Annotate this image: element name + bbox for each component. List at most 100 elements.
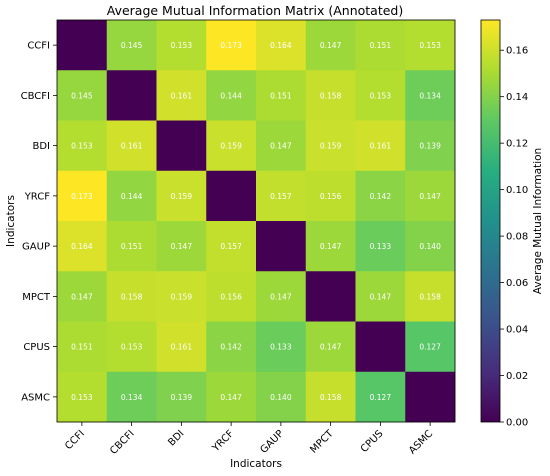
y-tick-label: CPUS [23, 342, 50, 353]
cell-value-label: 0.164 [71, 242, 93, 251]
colorbar-ticks: 0.00 0.02 0.04 0.06 0.08 0.10 0.12 0.14 0.16 [500, 46, 528, 429]
heatmap-cell [256, 70, 307, 121]
heatmap-cell [106, 170, 157, 222]
cell-value-label: 0.139 [171, 393, 193, 402]
heatmap-cell [355, 170, 406, 222]
cell-value-label: 0.147 [320, 242, 342, 251]
cell-value-label: 0.134 [419, 91, 441, 100]
cell-value-label: 0.133 [270, 343, 292, 352]
cell-value-label: 0.158 [320, 91, 342, 100]
cell-value-label: 0.161 [171, 343, 193, 352]
cell-value-label: 0.151 [370, 41, 392, 50]
heatmap-cell [405, 170, 456, 222]
y-tick-label: BDI [32, 141, 50, 152]
colorbar-tick-label: 0.14 [506, 92, 528, 103]
cell-value-label: 0.140 [419, 242, 441, 251]
cell-value-label: 0.147 [419, 192, 441, 201]
y-axis-ticks: CCFI CBCFI BDI YRCF GAUP MPCT CPUS ASMC [21, 41, 57, 403]
heatmap-cell [305, 170, 356, 222]
x-tick-label: MPCT [308, 428, 336, 456]
heatmap-cell [355, 321, 406, 373]
heatmap-cell [305, 321, 356, 373]
cell-value-label: 0.157 [270, 192, 292, 201]
heatmap-cell-labels: 0.145 0.153 0.173 0.164 0.147 0.151 0.153 0.145… [71, 41, 441, 402]
cell-value-label: 0.156 [320, 192, 342, 201]
cell-value-label: 0.139 [419, 142, 441, 151]
heatmap-cell [156, 20, 207, 71]
heatmap-cell [355, 271, 406, 322]
cell-value-label: 0.153 [370, 91, 392, 100]
x-tick-label: YRCF [210, 428, 237, 455]
cell-value-label: 0.151 [121, 242, 143, 251]
colorbar-tick-label: 0.04 [506, 325, 528, 336]
heatmap-cell [405, 70, 456, 121]
cell-value-label: 0.161 [121, 142, 143, 151]
heatmap-cell [156, 170, 207, 222]
heatmap-cell [156, 221, 207, 272]
heatmap-cell [405, 120, 456, 172]
heatmap-cell [405, 271, 456, 322]
y-tick-label: CBCFI [21, 91, 50, 102]
cell-value-label: 0.157 [220, 242, 242, 251]
colorbar-tick-label: 0.00 [506, 418, 528, 429]
cell-value-label: 0.153 [171, 41, 193, 50]
colorbar-tick-label: 0.10 [506, 185, 528, 196]
heatmap-cell [256, 221, 307, 272]
cell-value-label: 0.144 [220, 91, 242, 100]
x-tick-label: ASMC [407, 428, 435, 456]
heatmap-cell [156, 371, 207, 423]
heatmap-cell [57, 170, 108, 222]
colorbar-label: Average Mutual Information [532, 148, 544, 294]
y-tick-label: CCFI [27, 41, 50, 52]
heatmap-cell [206, 120, 257, 172]
heatmap-cell [206, 70, 257, 121]
x-tick-label: CBCFI [108, 428, 137, 457]
cell-value-label: 0.164 [270, 41, 292, 50]
heatmap-cell [106, 221, 157, 272]
x-tick-label: CPUS [359, 428, 386, 455]
cell-value-label: 0.158 [419, 292, 441, 301]
heatmap-cell [405, 371, 456, 423]
heatmap-cell [206, 221, 257, 272]
x-tick-label: CCFI [63, 428, 87, 452]
heatmap-cell [206, 20, 257, 71]
y-tick-label: MPCT [22, 292, 51, 303]
heatmap-cell [305, 70, 356, 121]
x-axis-ticks: CCFI CBCFI BDI YRCF GAUP MPCT CPUS ASMC [63, 422, 435, 457]
cell-value-label: 0.151 [71, 343, 93, 352]
heatmap-cell [57, 120, 108, 172]
heatmap-cell [256, 170, 307, 222]
y-tick-label: ASMC [21, 392, 50, 403]
colorbar-gradient [480, 19, 501, 423]
heatmap-cell [106, 321, 157, 373]
heatmap-cell [405, 20, 456, 71]
cell-value-label: 0.173 [220, 41, 242, 50]
heatmap-cell [106, 271, 157, 322]
cell-value-label: 0.153 [121, 343, 143, 352]
heatmap-cell [206, 271, 257, 322]
cell-value-label: 0.147 [270, 142, 292, 151]
cell-value-label: 0.151 [270, 91, 292, 100]
colorbar-tick-label: 0.12 [506, 139, 528, 150]
cell-value-label: 0.145 [121, 41, 143, 50]
heatmap-cell [57, 321, 108, 373]
chart-title: Average Mutual Information Matrix (Annot… [107, 3, 403, 18]
cell-value-label: 0.161 [370, 142, 392, 151]
cell-value-label: 0.133 [370, 242, 392, 251]
cell-value-label: 0.147 [320, 41, 342, 50]
heatmap-cell [355, 371, 406, 423]
y-axis-label: Indicators [5, 195, 17, 247]
colorbar-tick-label: 0.02 [506, 371, 528, 382]
heatmap-cells [57, 20, 456, 423]
cell-value-label: 0.147 [220, 393, 242, 402]
heatmap-cell [256, 20, 307, 71]
cell-value-label: 0.158 [121, 292, 143, 301]
cell-value-label: 0.173 [71, 192, 93, 201]
heatmap-cell [206, 170, 257, 222]
cell-value-label: 0.127 [370, 393, 392, 402]
heatmap-cell [355, 20, 406, 71]
heatmap-cell [305, 20, 356, 71]
heatmap-cell [106, 371, 157, 423]
heatmap-cell [305, 271, 356, 322]
